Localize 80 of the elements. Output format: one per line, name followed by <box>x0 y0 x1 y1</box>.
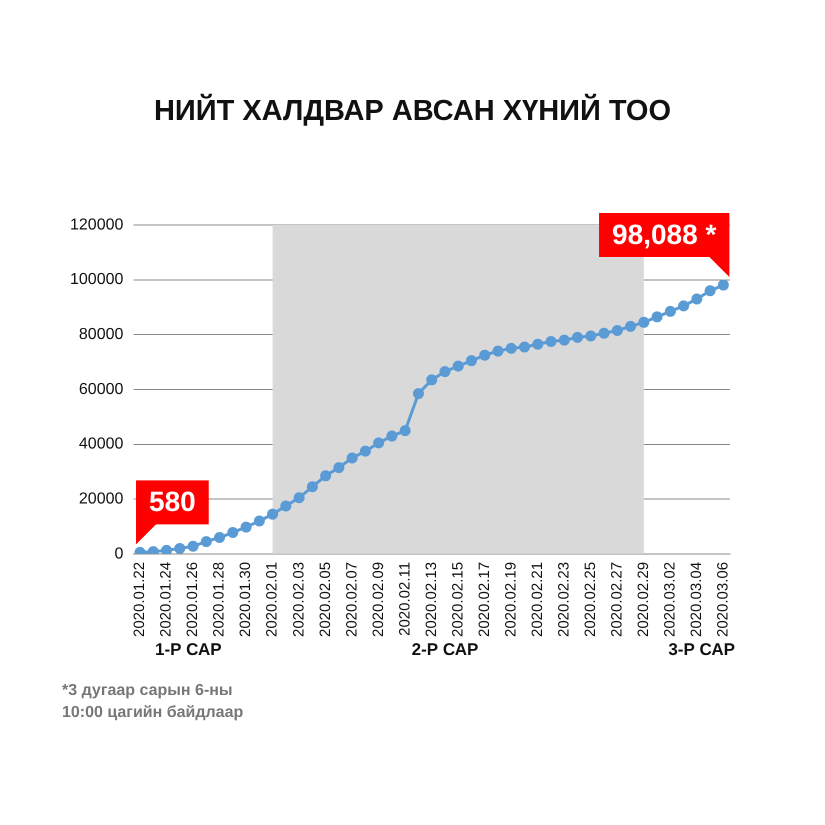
point <box>426 374 438 386</box>
point <box>492 346 504 357</box>
point <box>532 338 544 350</box>
point <box>466 355 477 366</box>
x-tick-label: 2020.01.22 <box>131 562 148 638</box>
x-tick-label: 2020.01.26 <box>184 562 202 638</box>
chart-title: НИЙТ ХАЛДВАР АВСАН ХҮНИЙ ТОО <box>152 95 672 128</box>
point <box>320 470 332 482</box>
point <box>625 320 636 332</box>
x-tick-label: 2020.02.21 <box>528 562 546 638</box>
text: 2-Р САР <box>412 640 478 660</box>
point <box>400 425 411 436</box>
point <box>691 294 702 305</box>
x-tick-label: 2020.02.07 <box>343 562 360 638</box>
point <box>452 360 464 372</box>
point <box>294 492 305 504</box>
y-tick-label: 80000 <box>78 326 124 344</box>
x-tick-label: 2020.02.29 <box>634 562 652 638</box>
x-tick-label: 2020.01.24 <box>158 562 175 638</box>
point <box>386 430 398 442</box>
point <box>585 330 596 342</box>
point <box>572 332 584 343</box>
point <box>718 280 729 291</box>
point <box>652 311 663 322</box>
point <box>254 516 265 527</box>
y-tick-label: 60000 <box>78 380 124 398</box>
point <box>346 452 358 464</box>
point <box>439 366 450 378</box>
x-tick-label: 2020.02.15 <box>449 562 466 638</box>
x-tick-label: 2020.02.09 <box>370 562 387 638</box>
y-tick-label: 120000 <box>70 216 124 234</box>
point <box>664 306 676 317</box>
point <box>200 536 212 548</box>
x-tick-label: 2020.02.17 <box>476 562 493 638</box>
x-tick-label: 2020.01.30 <box>237 562 254 638</box>
x-tick-label: 2020.02.01 <box>264 562 281 638</box>
point <box>638 316 650 328</box>
x-tick-label: 2020.02.03 <box>290 562 308 638</box>
y-tick-label: 20000 <box>78 490 124 508</box>
text: 1-Р САР <box>155 640 222 660</box>
point <box>227 527 238 538</box>
x-tick-label: 2020.02.05 <box>316 562 334 638</box>
point <box>612 325 623 336</box>
x-tick-label: 2020.02.27 <box>608 562 626 638</box>
y-tick-label: 40000 <box>78 436 124 453</box>
x-tick-label: 2020.01.28 <box>210 562 228 638</box>
point <box>360 446 371 457</box>
point <box>506 342 517 354</box>
x-tick-label: 2020.02.23 <box>555 562 572 638</box>
x-tick-label: 2020.03.02 <box>661 562 678 638</box>
point <box>161 544 172 554</box>
y-tick-label: 0 <box>114 545 124 562</box>
text: 3-Р САР <box>668 640 735 660</box>
annotation: 98,088 * <box>612 218 716 250</box>
point <box>306 481 318 492</box>
point <box>188 540 199 552</box>
x-tick-label: 2020.02.19 <box>502 562 520 638</box>
point <box>479 350 490 361</box>
x-tick-label: 2020.02.13 <box>422 562 440 638</box>
point <box>214 532 226 543</box>
point <box>174 542 186 554</box>
x-tick-label: 2020.03.04 <box>688 562 705 638</box>
point <box>678 300 690 312</box>
point <box>412 388 424 400</box>
point <box>333 462 344 474</box>
x-tick-label: 2020.02.11 <box>396 562 414 636</box>
annotation: 580 <box>149 486 196 518</box>
point <box>267 508 278 520</box>
x-tick-label: 2020.02.25 <box>582 562 599 638</box>
point <box>598 328 610 339</box>
text: *3 дугаар сарын 6-ны 10:00 цагийн байдлаар <box>62 681 244 723</box>
point <box>280 500 292 512</box>
point <box>240 522 252 533</box>
point <box>558 334 570 346</box>
point <box>373 437 384 448</box>
point <box>519 341 530 352</box>
point <box>704 285 716 296</box>
y-tick-label: 100000 <box>70 271 124 288</box>
x-tick-label: 2020.03.06 <box>714 562 732 638</box>
point <box>546 336 557 347</box>
